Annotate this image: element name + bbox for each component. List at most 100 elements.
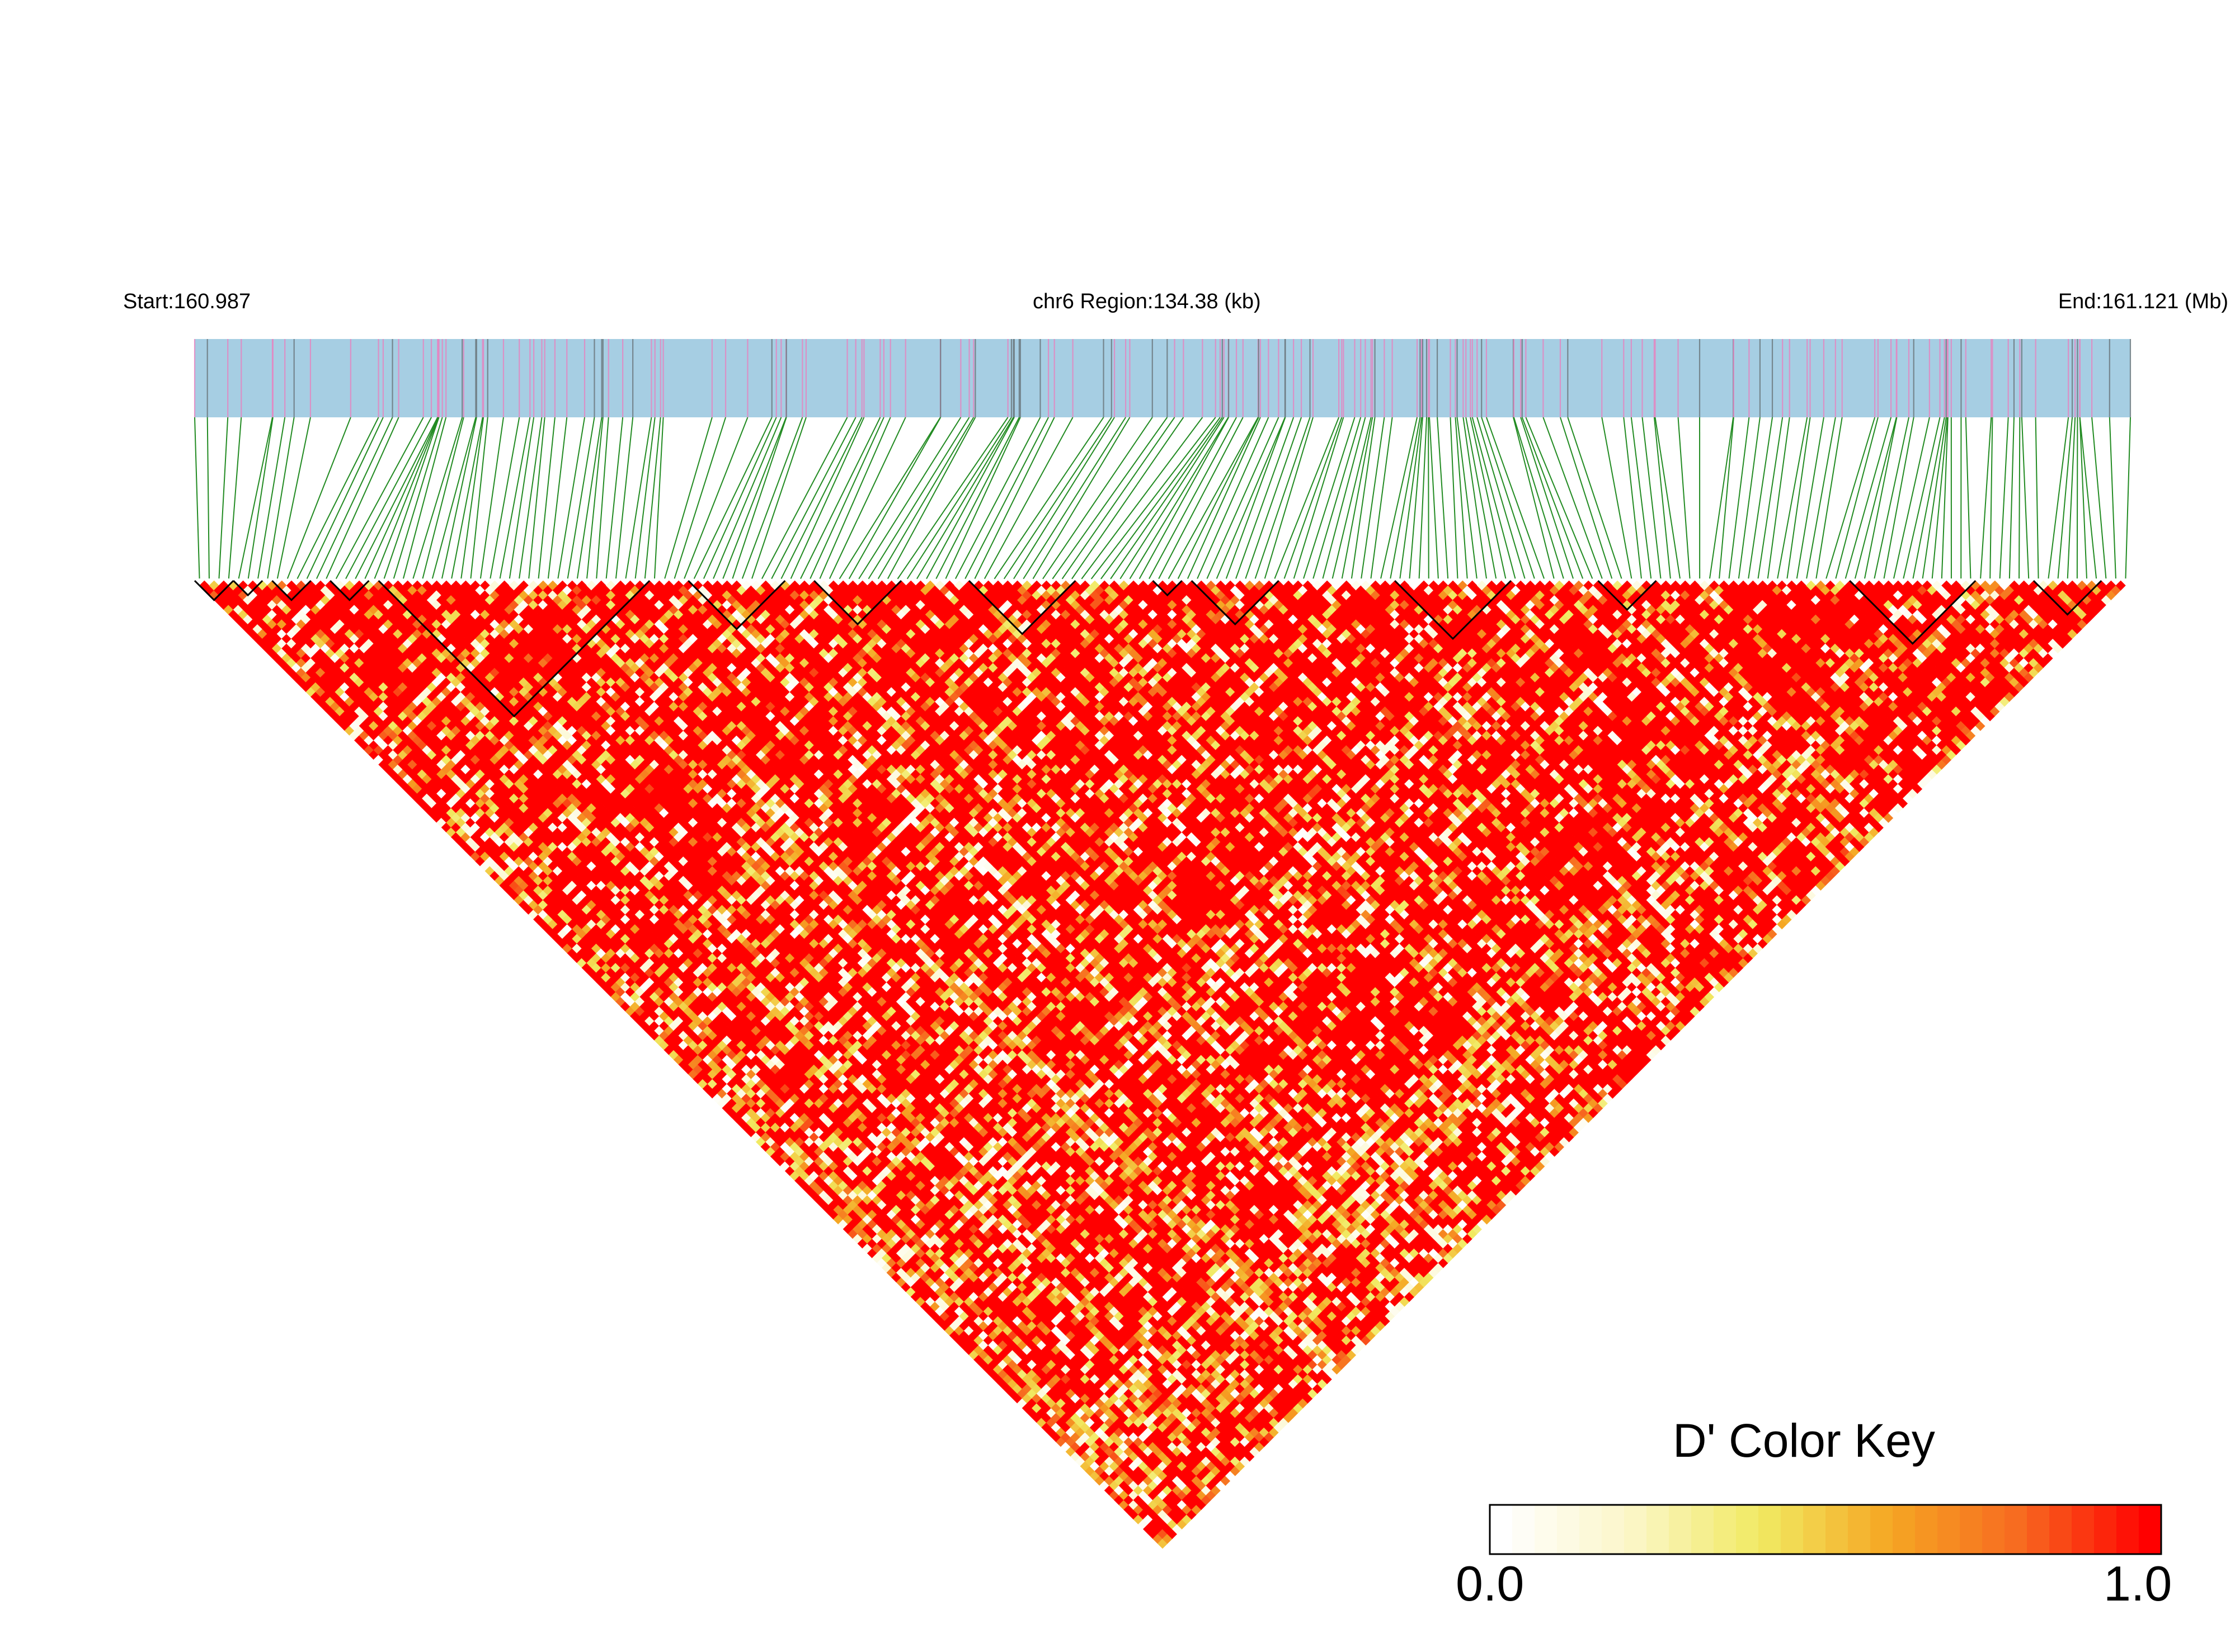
snp-connector bbox=[713, 417, 782, 581]
snp-connector bbox=[432, 417, 476, 581]
track-background bbox=[195, 339, 2130, 417]
snp-connector bbox=[780, 417, 862, 581]
snp-connector bbox=[1437, 417, 1448, 581]
snp-connector bbox=[1472, 417, 1516, 581]
snp-connector bbox=[2068, 417, 2076, 581]
snp-connector bbox=[1197, 417, 1269, 581]
snp-connector bbox=[722, 417, 786, 581]
snp-connector bbox=[1293, 417, 1344, 581]
snp-connector bbox=[655, 417, 664, 581]
snp-connector bbox=[606, 417, 623, 581]
snp-connector bbox=[1206, 417, 1279, 581]
snp-connector bbox=[1022, 417, 1126, 581]
snp-connector bbox=[1522, 417, 1584, 581]
snp-connector bbox=[1602, 417, 1632, 581]
snp-connector bbox=[1225, 417, 1285, 581]
snp-connector bbox=[548, 417, 567, 581]
snp-connector bbox=[195, 417, 200, 581]
snp-connector bbox=[1966, 417, 1971, 581]
snp-connector bbox=[2077, 417, 2078, 581]
snp-connector bbox=[945, 417, 1020, 581]
snp-connector bbox=[1835, 417, 1878, 581]
snp-connector bbox=[1003, 417, 1112, 581]
snp-connector bbox=[684, 417, 748, 581]
snp-connector bbox=[1254, 417, 1310, 581]
snp-connector bbox=[219, 417, 228, 581]
snp-connector bbox=[1999, 417, 2008, 581]
snp-position-track bbox=[195, 339, 2130, 417]
snp-connector bbox=[286, 417, 350, 581]
snp-connector bbox=[741, 417, 802, 581]
snp-connector-lines bbox=[195, 417, 2130, 581]
snp-connector bbox=[1777, 417, 1808, 581]
snp-connector bbox=[1032, 417, 1130, 581]
snp-connector bbox=[441, 417, 477, 581]
snp-connector bbox=[2125, 417, 2130, 581]
snp-connector bbox=[1543, 417, 1603, 581]
snp-connector bbox=[306, 417, 383, 581]
snp-connector bbox=[538, 417, 555, 581]
snp-connector bbox=[208, 417, 209, 581]
snp-connector bbox=[974, 417, 1055, 581]
snp-connector bbox=[412, 417, 462, 581]
snp-connector bbox=[529, 417, 545, 581]
snp-connector bbox=[1429, 417, 1438, 581]
snp-connector bbox=[470, 417, 488, 581]
snp-connector bbox=[1109, 417, 1222, 581]
snp-connector bbox=[1513, 417, 1555, 581]
snp-connector bbox=[1312, 417, 1361, 581]
snp-connector bbox=[1521, 417, 1574, 581]
snp-connector bbox=[1400, 417, 1422, 581]
snp-connector bbox=[1738, 417, 1760, 581]
snp-connector bbox=[1787, 417, 1810, 581]
snp-connector bbox=[867, 417, 969, 581]
snp-connector bbox=[2110, 417, 2116, 581]
snp-connector bbox=[1428, 417, 1429, 581]
snp-connector bbox=[461, 417, 483, 581]
snp-connector bbox=[1631, 417, 1651, 581]
snp-connector bbox=[1678, 417, 1690, 581]
snp-connector bbox=[229, 417, 242, 581]
snp-connector bbox=[383, 417, 439, 581]
snp-connector bbox=[1351, 417, 1375, 581]
snp-connector bbox=[316, 417, 392, 581]
snp-connector bbox=[819, 417, 891, 581]
snp-connector bbox=[1980, 417, 1991, 581]
snp-connector bbox=[1624, 417, 1641, 581]
snp-connector bbox=[2022, 417, 2029, 581]
snp-connector bbox=[674, 417, 726, 581]
snp-connector bbox=[761, 417, 847, 581]
snp-connector bbox=[1748, 417, 1772, 581]
snp-connector bbox=[354, 417, 437, 581]
snp-connector bbox=[393, 417, 443, 581]
snp-connector bbox=[248, 417, 273, 581]
snp-connector bbox=[1042, 417, 1152, 581]
snp-connector bbox=[1855, 417, 1897, 581]
snp-connector bbox=[2036, 417, 2039, 581]
snp-connector bbox=[277, 417, 310, 581]
snp-connector bbox=[1568, 417, 1622, 581]
snp-connector bbox=[1481, 417, 1535, 581]
snp-connector bbox=[335, 417, 424, 581]
snp-connector bbox=[1158, 417, 1243, 581]
snp-connector bbox=[1990, 417, 1992, 581]
snp-connector bbox=[2080, 417, 2087, 581]
snp-connector bbox=[896, 417, 1008, 581]
snp-connector bbox=[1119, 417, 1224, 581]
snp-connector bbox=[790, 417, 864, 581]
snp-connector bbox=[1466, 417, 1497, 581]
snp-connector bbox=[480, 417, 504, 581]
snp-connector bbox=[364, 417, 439, 581]
snp-connector bbox=[1177, 417, 1259, 581]
snp-connector bbox=[770, 417, 855, 581]
snp-connector bbox=[238, 417, 272, 581]
snp-connector bbox=[1361, 417, 1385, 581]
snp-connector bbox=[1514, 417, 1564, 581]
snp-connector bbox=[1264, 417, 1313, 581]
snp-connector bbox=[297, 417, 379, 581]
snp-connector bbox=[1216, 417, 1285, 581]
snp-connector bbox=[616, 417, 633, 581]
snp-connector bbox=[451, 417, 482, 581]
snp-connector bbox=[2010, 417, 2014, 581]
snp-connector bbox=[1371, 417, 1392, 581]
